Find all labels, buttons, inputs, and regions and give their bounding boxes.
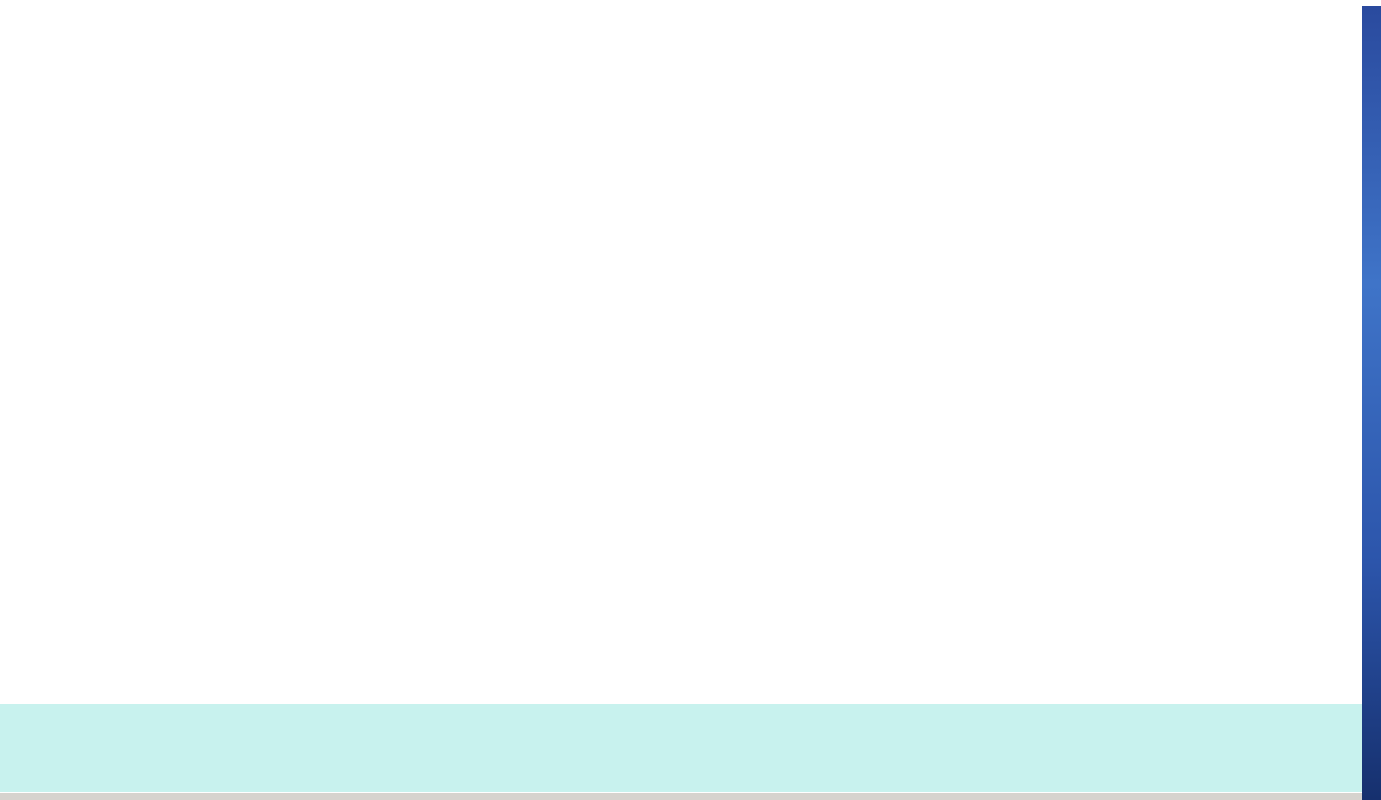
weather-chart-plot[interactable] (0, 0, 1381, 704)
status-bar (0, 793, 1362, 800)
window-edge-background (1362, 6, 1381, 800)
sensor-stats-table (0, 704, 1362, 792)
